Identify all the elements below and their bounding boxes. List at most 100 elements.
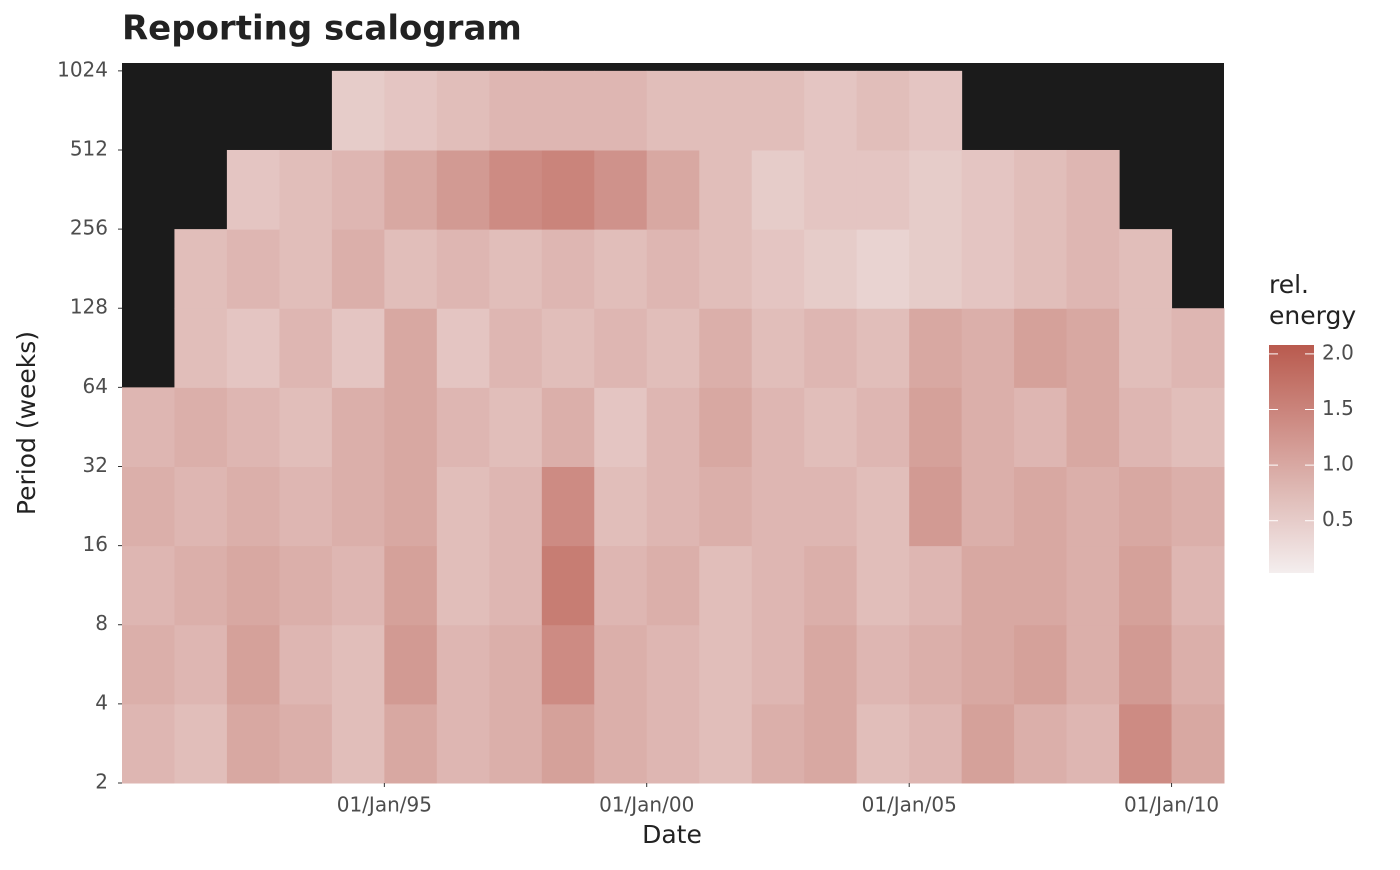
heatmap-cell [804, 624, 858, 705]
heatmap-cell [804, 703, 858, 784]
heatmap-cell [1119, 703, 1173, 784]
y-tick-label: 512 [70, 136, 108, 160]
heatmap-cell [541, 308, 595, 388]
y-tick-label: 2 [95, 770, 108, 794]
colorbar-tick-label: 1.0 [1322, 452, 1354, 476]
heatmap-cell [594, 70, 648, 151]
heatmap-cell [1171, 703, 1225, 784]
heatmap-cell [122, 387, 175, 467]
heatmap-cell [226, 229, 280, 309]
heatmap-cell [699, 149, 753, 230]
heatmap-cell [804, 545, 858, 626]
heatmap-cell [541, 70, 595, 151]
heatmap-cell [279, 149, 333, 230]
heatmap-cell [122, 545, 175, 626]
heatmap-cell [1066, 387, 1120, 467]
heatmap-cell [699, 545, 753, 626]
heatmap-cell [856, 229, 910, 309]
heatmap-cell [751, 466, 805, 547]
heatmap-cell [594, 466, 648, 547]
heatmap-cell [489, 229, 543, 309]
heatmap-cell [856, 703, 910, 784]
x-tick-label: 01/Jan/05 [862, 793, 957, 817]
heatmap-cell [646, 229, 700, 309]
heatmap-cell [751, 387, 805, 467]
heatmap-cell [1014, 308, 1068, 388]
heatmap-cell [1066, 229, 1120, 309]
heatmap-cell [646, 308, 700, 388]
heatmap-cell [594, 624, 648, 705]
heatmap-cell [489, 545, 543, 626]
y-axis-label: Period (weeks) [12, 331, 41, 515]
y-tick-label: 64 [83, 374, 108, 398]
heatmap-cell [226, 545, 280, 626]
x-tick-label: 01/Jan/00 [599, 793, 694, 817]
heatmap-cell [436, 545, 490, 626]
heatmap-cell [489, 466, 543, 547]
heatmap-cell [489, 387, 543, 467]
heatmap-cell [856, 624, 910, 705]
heatmap-cell [1171, 545, 1225, 626]
heatmap-cell [751, 70, 805, 151]
heatmap-cell [1014, 624, 1068, 705]
heatmap-cell [1066, 308, 1120, 388]
heatmap-cell [856, 387, 910, 467]
heatmap-cell [751, 229, 805, 309]
heatmap-cell [541, 703, 595, 784]
heatmap-cell [1014, 229, 1068, 309]
heatmap-cell [909, 387, 963, 467]
heatmap-cell [279, 466, 333, 547]
heatmap-cell [1014, 703, 1068, 784]
heatmap-cell [174, 308, 228, 388]
heatmap-cell [961, 624, 1015, 705]
heatmap-cell [331, 545, 385, 626]
heatmap-cell [856, 149, 910, 230]
heatmap-cell [174, 229, 228, 309]
x-axis-label: Date [642, 820, 702, 849]
heatmap-cell [699, 308, 753, 388]
colorbar-tick-label: 1.5 [1322, 396, 1354, 420]
heatmap-cell [1066, 703, 1120, 784]
heatmap-cell [541, 466, 595, 547]
heatmap-cell [961, 308, 1015, 388]
heatmap-cell [279, 387, 333, 467]
heatmap-cell [1066, 466, 1120, 547]
heatmap-cell [1171, 387, 1225, 467]
heatmap-cell [279, 703, 333, 784]
heatmap-cell [751, 545, 805, 626]
y-tick-label: 32 [83, 453, 108, 477]
heatmap-cell [856, 70, 910, 151]
heatmap-cell [1014, 149, 1068, 230]
heatmap-cell [226, 149, 280, 230]
heatmap-cell [1066, 149, 1120, 230]
heatmap-cell [436, 149, 490, 230]
heatmap-cell [384, 624, 438, 705]
heatmap-cell [384, 545, 438, 626]
heatmap-cell [489, 308, 543, 388]
heatmap-cell [856, 545, 910, 626]
heatmap-cell [646, 624, 700, 705]
heatmap-cell [384, 387, 438, 467]
heatmap-cell [384, 70, 438, 151]
heatmap-cell [331, 229, 385, 309]
colorbar-tick-label: 2.0 [1322, 340, 1354, 364]
heatmap-cell [646, 387, 700, 467]
heatmap-cell [174, 545, 228, 626]
heatmap-cell [174, 703, 228, 784]
y-tick-label: 16 [83, 532, 108, 556]
heatmap-cell [279, 624, 333, 705]
heatmap-cell [699, 70, 753, 151]
heatmap-cell [1066, 624, 1120, 705]
heatmap-cell [961, 466, 1015, 547]
heatmap-cell [489, 149, 543, 230]
heatmap-cell [279, 229, 333, 309]
heatmap-cell [331, 624, 385, 705]
y-tick-label: 4 [95, 690, 108, 714]
heatmap-cell [331, 149, 385, 230]
heatmap-cell [436, 387, 490, 467]
heatmap-cell [594, 229, 648, 309]
heatmap-cell [384, 229, 438, 309]
heatmap-cell [856, 308, 910, 388]
colorbar-tick-label: 0.5 [1322, 507, 1354, 531]
